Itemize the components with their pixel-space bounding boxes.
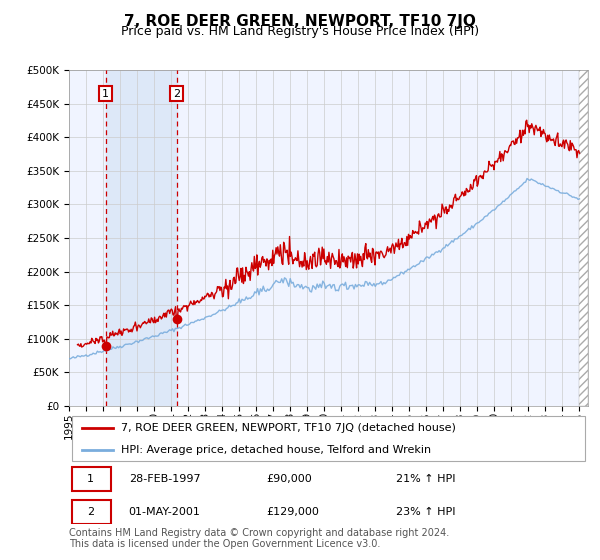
Text: 21% ↑ HPI: 21% ↑ HPI	[396, 474, 455, 484]
Text: 23% ↑ HPI: 23% ↑ HPI	[396, 507, 455, 517]
FancyBboxPatch shape	[71, 500, 110, 524]
FancyBboxPatch shape	[71, 467, 110, 491]
Text: 2: 2	[173, 88, 180, 99]
Text: 7, ROE DEER GREEN, NEWPORT, TF10 7JQ: 7, ROE DEER GREEN, NEWPORT, TF10 7JQ	[124, 14, 476, 29]
Bar	[106, 70, 177, 406]
Text: 28-FEB-1997: 28-FEB-1997	[128, 474, 200, 484]
Text: 7, ROE DEER GREEN, NEWPORT, TF10 7JQ (detached house): 7, ROE DEER GREEN, NEWPORT, TF10 7JQ (de…	[121, 423, 456, 433]
Text: Contains HM Land Registry data © Crown copyright and database right 2024.
This d: Contains HM Land Registry data © Crown c…	[69, 528, 449, 549]
Text: HPI: Average price, detached house, Telford and Wrekin: HPI: Average price, detached house, Telf…	[121, 445, 431, 455]
Text: 1: 1	[102, 88, 109, 99]
Text: 2: 2	[87, 507, 94, 517]
Text: 1: 1	[87, 474, 94, 484]
Text: £90,000: £90,000	[266, 474, 312, 484]
Text: 01-MAY-2001: 01-MAY-2001	[128, 507, 200, 517]
Text: £129,000: £129,000	[266, 507, 319, 517]
Polygon shape	[580, 70, 588, 406]
FancyBboxPatch shape	[71, 416, 586, 460]
Text: Price paid vs. HM Land Registry's House Price Index (HPI): Price paid vs. HM Land Registry's House …	[121, 25, 479, 38]
